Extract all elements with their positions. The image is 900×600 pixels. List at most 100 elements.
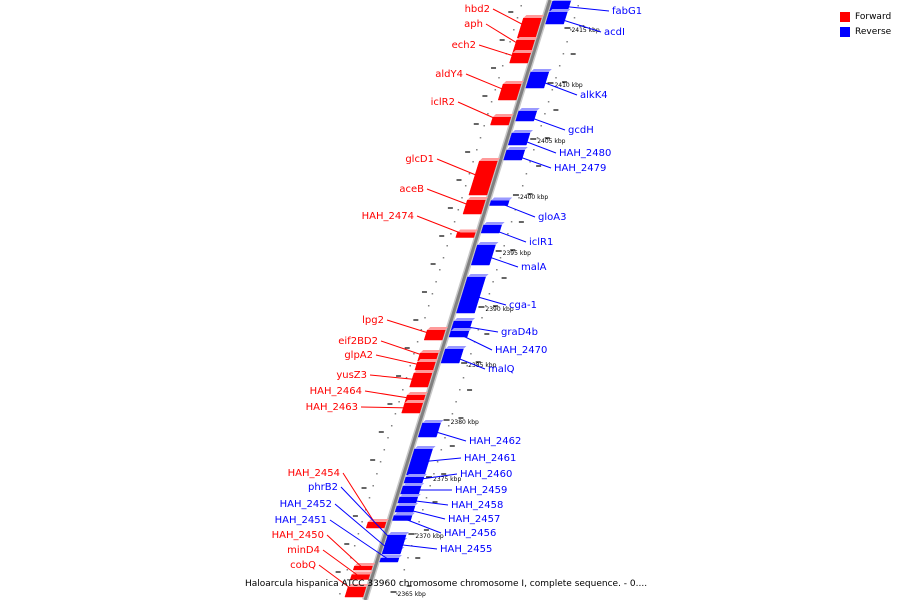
guide-dot (394, 413, 397, 415)
gene-label: HAH_2454 (288, 468, 340, 479)
guide-dot (368, 497, 371, 499)
guide-dot (487, 113, 489, 115)
guide-dot (525, 173, 528, 175)
scale-label: 2410 kbp (554, 82, 582, 89)
forward-swatch (840, 11, 850, 22)
guide-dot (570, 29, 572, 31)
gene-feature-top (388, 532, 410, 535)
gene-feature-top (516, 37, 538, 40)
gene-label: hbd2 (465, 4, 490, 15)
gene-label: cga-1 (509, 300, 537, 311)
gene-feature-top (491, 197, 513, 201)
gene-label: HAH_2458 (451, 500, 503, 511)
gene-feature-ech2 (509, 52, 531, 64)
guide-dot (425, 497, 428, 499)
leader-line (419, 457, 462, 463)
leader-line (514, 154, 552, 169)
leader-line (492, 8, 530, 29)
guide-dot (472, 161, 474, 163)
guide-dot (499, 257, 502, 259)
guide-dot (431, 293, 434, 295)
guide-dot (476, 149, 478, 151)
guide-dot (398, 401, 400, 403)
guide-dot (468, 173, 471, 175)
leader-line (457, 101, 501, 122)
gene-label: cobQ (290, 560, 316, 571)
gene-label: iclR2 (431, 97, 455, 108)
gene-label: aceB (399, 184, 424, 195)
gene-label: minD4 (287, 545, 320, 556)
reverse-swatch (840, 26, 850, 37)
guide-dot (446, 245, 448, 247)
gene-feature-top (518, 108, 540, 111)
scale-label: 2395 kbp (503, 250, 531, 257)
guide-dot (409, 365, 411, 367)
guide-dot (420, 329, 423, 331)
gene-label: graD4b (501, 327, 538, 338)
guide-dot (520, 5, 522, 7)
guide-dot (396, 593, 398, 595)
legend-item-forward: Forward (840, 9, 891, 24)
guide-dot (433, 473, 435, 475)
gene-feature-top (445, 346, 467, 349)
gene-label: malA (521, 262, 547, 273)
leader-line (537, 79, 578, 96)
leader-line (429, 429, 467, 442)
guide-dot (407, 557, 409, 559)
guide-dot (481, 317, 483, 319)
leader-line (470, 294, 507, 306)
gene-feature-HAH_2474 (455, 232, 476, 238)
guide-dot (466, 365, 468, 367)
leader-line (483, 254, 519, 268)
guide-dot (513, 29, 515, 31)
guide-dot (533, 149, 535, 151)
gene-label: ech2 (452, 40, 476, 51)
leader-line (499, 202, 536, 218)
leader-line (461, 325, 499, 333)
guide-dot (503, 245, 505, 247)
guide-dot (464, 185, 467, 187)
guide-dot (418, 521, 420, 523)
guide-dot (510, 221, 513, 223)
gene-feature-top (348, 584, 370, 587)
guide-dot (477, 329, 480, 331)
leader-line (364, 390, 416, 400)
guide-dot (342, 581, 345, 583)
guide-dot (479, 137, 482, 139)
gene-label: malQ (488, 364, 515, 375)
gene-feature-top (414, 446, 436, 449)
gene-label: aph (464, 19, 483, 30)
leader-line (380, 340, 429, 358)
gene-feature-top (394, 512, 416, 516)
gene-feature-top (404, 400, 426, 403)
leader-line (402, 517, 442, 534)
gene-label: eif2BD2 (338, 336, 378, 347)
scale-label: 2390 kbp (485, 306, 513, 313)
guide-dot (399, 581, 402, 583)
legend-label-forward: Forward (855, 11, 892, 22)
guide-dot (361, 521, 363, 523)
guide-dot (544, 113, 546, 115)
guide-dot (453, 221, 456, 223)
map-caption: Haloarcula hispanica ATCC 33960 chromoso… (245, 579, 648, 589)
guide-dot (461, 197, 463, 199)
gene-label: yusZ3 (336, 370, 367, 381)
guide-dot (566, 41, 568, 43)
scale-label: 2365 kbp (398, 591, 426, 598)
gene-label: iclR1 (529, 237, 553, 248)
legend-item-reverse: Reverse (840, 24, 891, 39)
gene-feature-top (506, 147, 528, 150)
gene-label: HAH_2457 (448, 514, 500, 525)
gene-feature-top (467, 197, 489, 200)
gene-feature-top (552, 0, 572, 1)
gene-label: HAH_2451 (275, 515, 327, 526)
guide-dot (562, 53, 565, 55)
gene-label: HAH_2456 (444, 528, 496, 539)
leader-line (326, 534, 364, 569)
axis-layer: 2415 kbp 2410 kbp 2405 kbp 2400 kbp 2395 kbp… (335, 0, 600, 600)
guide-dot (507, 233, 509, 235)
gene-feature-top (403, 483, 425, 486)
leader-line (465, 73, 510, 93)
gene-label: HAH_2463 (306, 402, 358, 413)
gene-feature-top (380, 555, 402, 558)
